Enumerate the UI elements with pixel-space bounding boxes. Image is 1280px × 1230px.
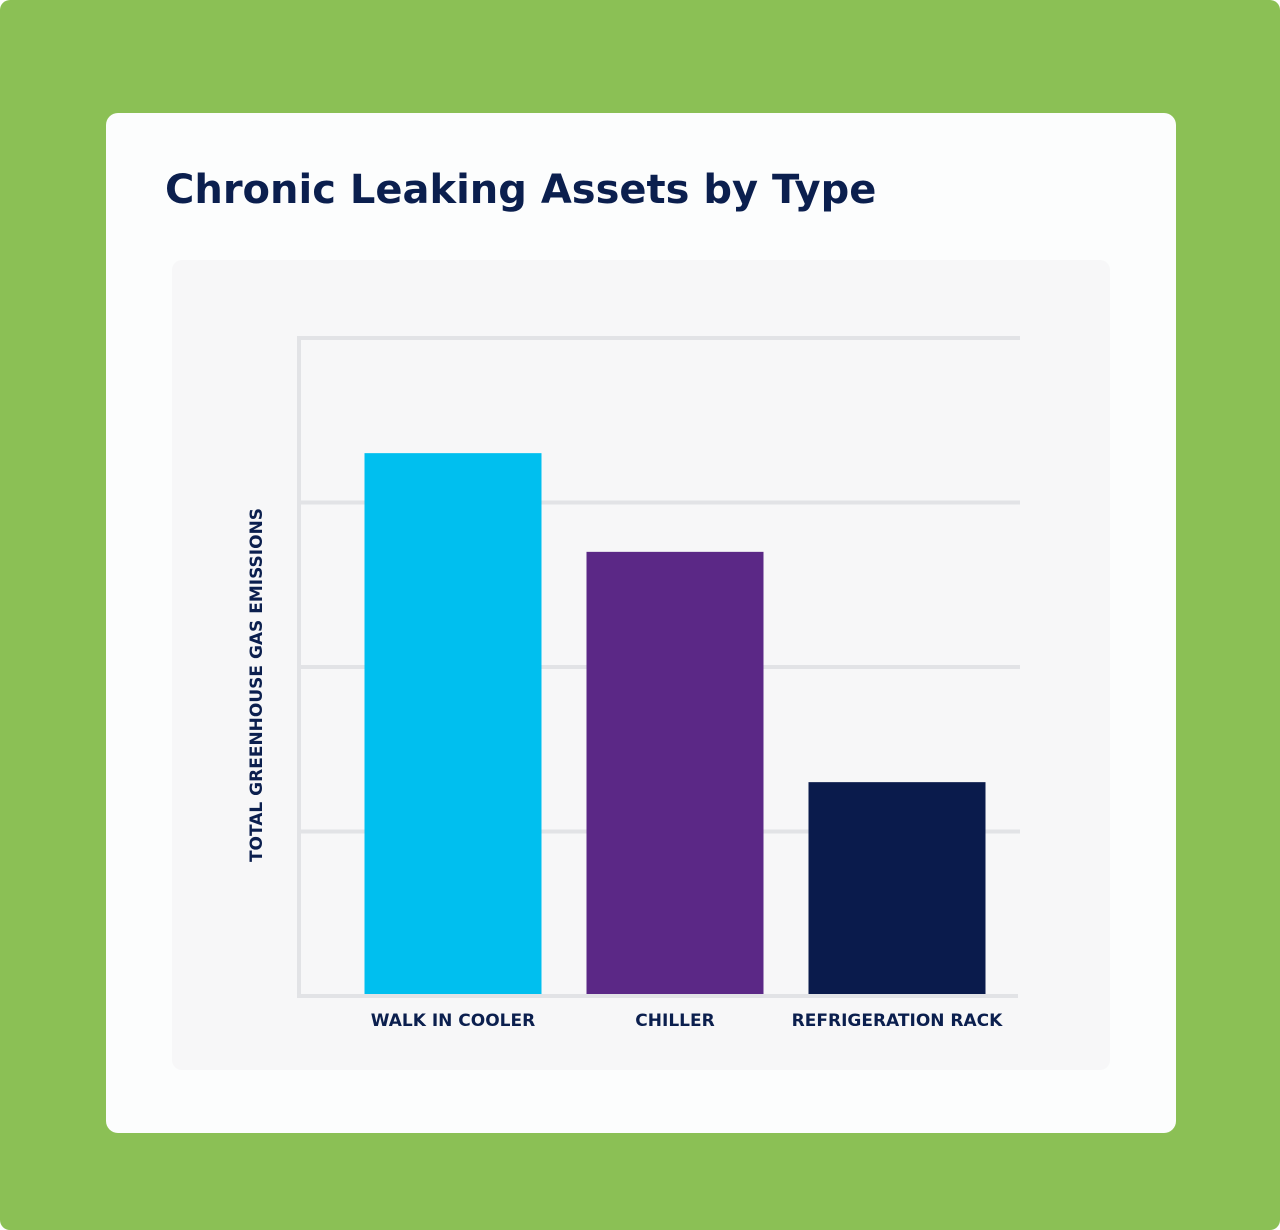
x-tick-label: WALK IN COOLER: [371, 1011, 535, 1031]
y-axis-label: TOTAL GREENHOUSE GAS EMISSIONS: [247, 508, 267, 862]
x-tick-label: REFRIGERATION RACK: [792, 1011, 1003, 1031]
bar: [808, 782, 986, 994]
x-tick-label: CHILLER: [635, 1011, 714, 1031]
bar: [364, 453, 542, 994]
bar: [586, 551, 764, 994]
chart-title: Chronic Leaking Assets by Type: [165, 167, 876, 213]
